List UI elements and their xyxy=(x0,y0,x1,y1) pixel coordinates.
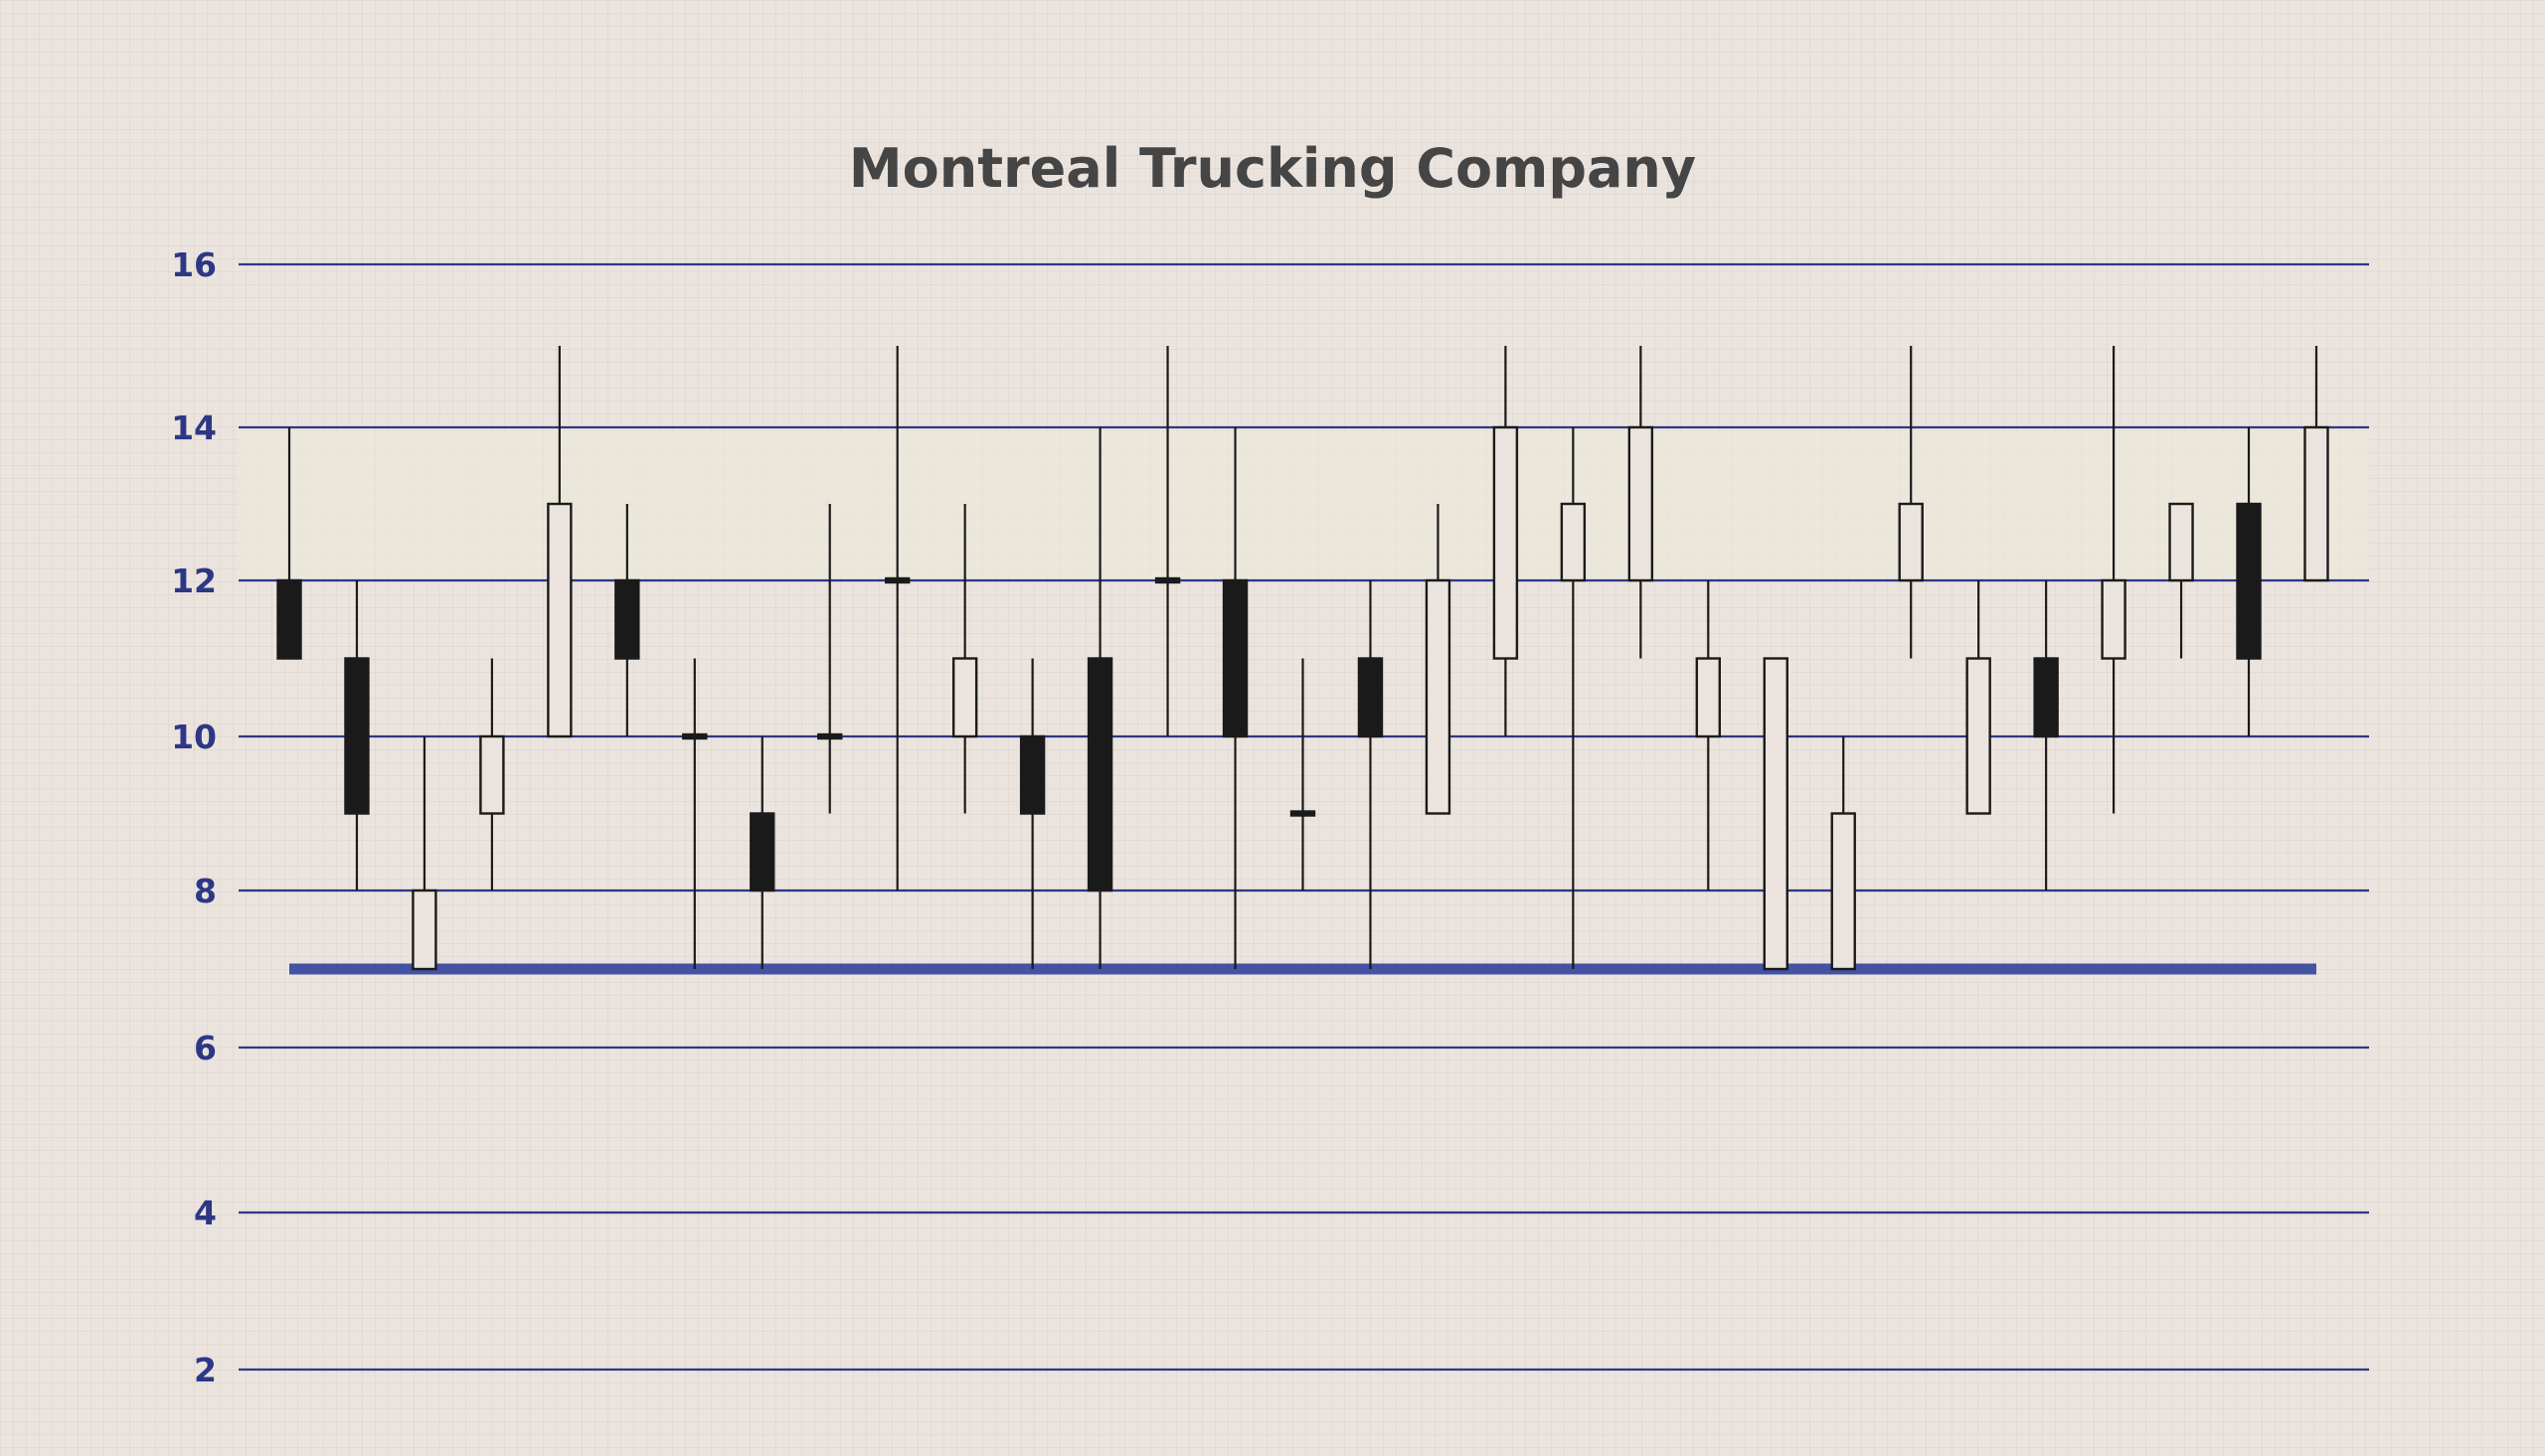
y-tick-labels: 2 4 6 8 10 12 14 16 xyxy=(171,245,217,1389)
band-12-14 xyxy=(239,427,2369,580)
candle-26 xyxy=(1965,580,1991,815)
candle-body-bullish xyxy=(1560,502,1587,582)
candle-17 xyxy=(1357,580,1384,969)
candle-body-bullish xyxy=(1695,657,1722,738)
candle-body-bearish xyxy=(344,657,370,815)
candle-body-bullish xyxy=(1425,578,1451,815)
candle-body-bearish xyxy=(2033,657,2059,738)
candle-29 xyxy=(2168,502,2194,659)
candle-body-bearish xyxy=(750,812,775,892)
candle-body-bullish xyxy=(1289,810,1316,817)
candle-body-bullish xyxy=(2168,502,2194,582)
chart-title: Montreal Trucking Company xyxy=(849,137,1696,200)
candle-12 xyxy=(1019,658,1046,969)
candle-25 xyxy=(1898,346,1924,659)
candle-body-bullish xyxy=(479,734,505,815)
y-tick-label-6: 6 xyxy=(194,1029,217,1067)
candle-5 xyxy=(547,346,573,738)
candle-body-bullish xyxy=(885,576,911,584)
candle-11 xyxy=(951,504,978,814)
candle-body-bearish xyxy=(276,578,302,660)
candle-body-bearish xyxy=(1087,657,1113,892)
candle-8 xyxy=(750,736,775,969)
candle-body-bullish xyxy=(1898,502,1924,582)
candle-body-bullish xyxy=(1830,812,1856,971)
candle-18 xyxy=(1425,504,1451,815)
candle-20 xyxy=(1560,427,1587,969)
y-tick-label-10: 10 xyxy=(171,718,217,756)
candle-body-bullish xyxy=(1965,657,1991,815)
y-tick-label-12: 12 xyxy=(171,562,217,600)
candle-31 xyxy=(2303,346,2329,582)
candle-1 xyxy=(276,427,302,660)
candle-body-bullish xyxy=(1627,425,1654,582)
y-gridlines xyxy=(239,262,2369,1372)
candle-30 xyxy=(2236,427,2262,736)
candle-body-bullish xyxy=(951,657,978,738)
candle-28 xyxy=(2101,346,2126,814)
y-tick-label-2: 2 xyxy=(194,1351,217,1389)
candle-body-bullish xyxy=(2101,578,2126,660)
candle-body-bullish xyxy=(1154,576,1181,584)
y-tick-label-8: 8 xyxy=(194,872,217,910)
candle-3 xyxy=(412,736,437,971)
candle-body-bullish xyxy=(412,889,437,971)
candle-14 xyxy=(1154,346,1181,736)
candle-body-bullish xyxy=(1492,425,1519,660)
candle-10 xyxy=(885,346,911,890)
candle-24 xyxy=(1830,736,1856,971)
candle-body-bearish xyxy=(2236,502,2262,660)
candle-23 xyxy=(1763,657,1788,971)
candle-body-bullish xyxy=(817,732,843,740)
candle-16 xyxy=(1289,658,1316,890)
candle-body-bullish xyxy=(682,732,708,740)
candle-13 xyxy=(1087,427,1113,969)
y-tick-label-14: 14 xyxy=(171,408,217,447)
y-tick-label-4: 4 xyxy=(194,1194,217,1232)
y-tick-label-16: 16 xyxy=(171,245,217,284)
candle-15 xyxy=(1222,427,1249,969)
candle-body-bullish xyxy=(1763,657,1788,971)
candle-6 xyxy=(614,504,640,736)
candle-4 xyxy=(479,658,505,890)
candle-2 xyxy=(344,580,370,890)
candle-body-bullish xyxy=(2303,425,2329,582)
candle-7 xyxy=(682,658,708,969)
candle-body-bearish xyxy=(614,578,640,660)
candle-22 xyxy=(1695,580,1722,890)
candle-21 xyxy=(1627,346,1654,659)
candle-body-bearish xyxy=(1357,657,1384,738)
candles xyxy=(276,346,2329,971)
candle-27 xyxy=(2033,580,2059,890)
candle-body-bearish xyxy=(1019,734,1046,815)
candle-body-bearish xyxy=(1222,578,1249,738)
candle-body-bullish xyxy=(547,502,573,738)
candle-19 xyxy=(1492,346,1519,736)
highlight-band xyxy=(239,427,2369,580)
candle-9 xyxy=(817,504,843,814)
